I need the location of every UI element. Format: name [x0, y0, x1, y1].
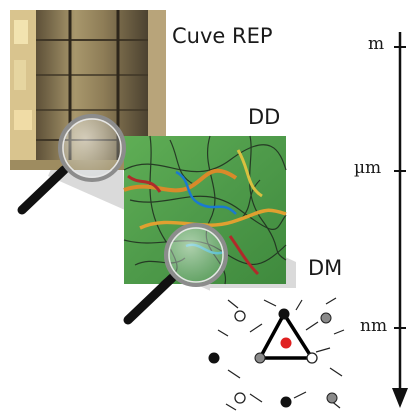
scale-tick-micrometer: µm [354, 158, 382, 178]
molecular-dynamics-image [208, 288, 356, 416]
scale-tick-nanometer: nm [360, 316, 388, 336]
dd-label: DD [248, 105, 281, 129]
scale-tick-meter: m [368, 34, 385, 54]
dislocation-dynamics-image [123, 135, 287, 285]
md-label: DM [308, 256, 343, 280]
reactor-vessel-label: Cuve REP [172, 24, 273, 48]
scale-arrow-icon [392, 32, 408, 408]
magnifier-icon [123, 223, 228, 325]
magnifier-icon [17, 114, 126, 215]
